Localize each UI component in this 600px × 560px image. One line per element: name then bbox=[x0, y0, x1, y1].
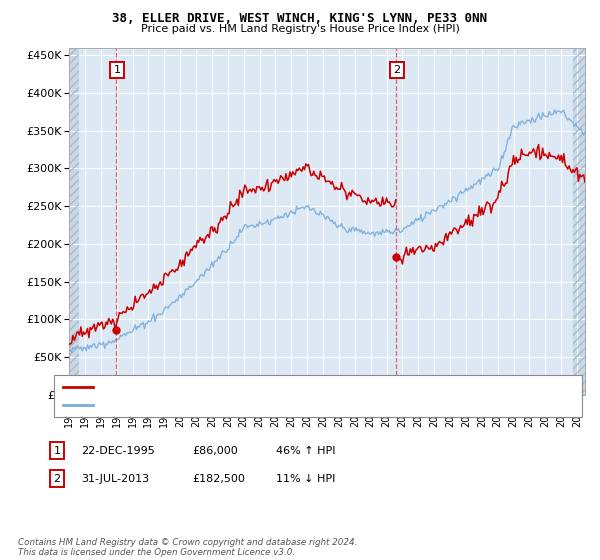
Text: 11% ↓ HPI: 11% ↓ HPI bbox=[276, 474, 335, 484]
Text: Price paid vs. HM Land Registry's House Price Index (HPI): Price paid vs. HM Land Registry's House … bbox=[140, 24, 460, 34]
Text: 2: 2 bbox=[394, 66, 401, 75]
Text: £182,500: £182,500 bbox=[192, 474, 245, 484]
Text: 22-DEC-1995: 22-DEC-1995 bbox=[81, 446, 155, 456]
Text: 1: 1 bbox=[113, 66, 121, 75]
Text: HPI: Average price, detached house, King's Lynn and West Norfolk: HPI: Average price, detached house, King… bbox=[99, 400, 428, 410]
Text: 46% ↑ HPI: 46% ↑ HPI bbox=[276, 446, 335, 456]
Bar bbox=[573, 48, 585, 395]
Bar bbox=[69, 48, 79, 395]
Text: 31-JUL-2013: 31-JUL-2013 bbox=[81, 474, 149, 484]
Text: £86,000: £86,000 bbox=[192, 446, 238, 456]
Bar bbox=[69, 48, 79, 395]
Text: 2: 2 bbox=[53, 474, 61, 484]
Text: Contains HM Land Registry data © Crown copyright and database right 2024.
This d: Contains HM Land Registry data © Crown c… bbox=[18, 538, 358, 557]
Text: 38, ELLER DRIVE, WEST WINCH, KING'S LYNN, PE33 0NN: 38, ELLER DRIVE, WEST WINCH, KING'S LYNN… bbox=[113, 12, 487, 25]
Text: 38, ELLER DRIVE, WEST WINCH, KING'S LYNN, PE33 0NN (detached house): 38, ELLER DRIVE, WEST WINCH, KING'S LYNN… bbox=[99, 382, 469, 392]
Text: 1: 1 bbox=[53, 446, 61, 456]
Bar bbox=[573, 48, 585, 395]
